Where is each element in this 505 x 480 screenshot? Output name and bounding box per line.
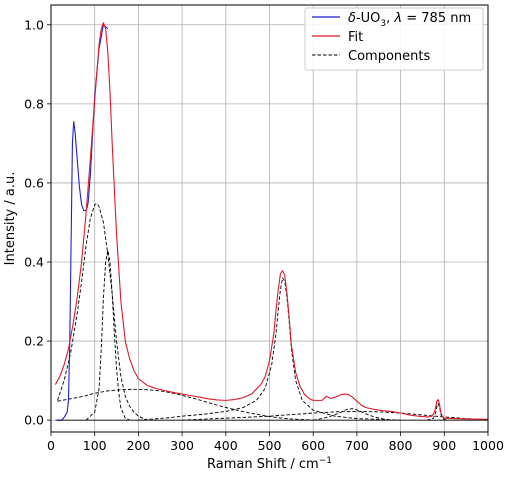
legend-comma: ,	[386, 11, 394, 26]
legend-subscript: 3	[380, 19, 386, 29]
x-axis-label-text: Raman Shift / cm	[207, 457, 319, 472]
legend-box	[304, 7, 484, 71]
series-component-3-line	[57, 388, 314, 421]
legend-label-components: Components	[348, 49, 430, 64]
x-tick-label: 900	[432, 438, 456, 453]
x-axis-label: Raman Shift / cm−1	[207, 456, 332, 472]
x-tick-label: 100	[83, 438, 107, 453]
x-tick-label: 700	[345, 438, 369, 453]
y-tick-label: 0.4	[24, 254, 44, 269]
axis-ticks: 0 100 200 300 400 500 600 700 800 900 1000 0.0 0.2 0.…	[24, 17, 504, 453]
legend-label-data: δ-UO3, λ = 785 nm	[348, 11, 471, 29]
legend-label-fit: Fit	[348, 30, 363, 45]
legend-wavelength: = 785 nm	[402, 11, 471, 26]
y-tick-label: 0.8	[24, 96, 44, 111]
y-tick-label: 0.6	[24, 175, 44, 190]
y-tick-label: 0.0	[24, 413, 44, 428]
x-axis-label-exponent: −1	[319, 456, 332, 466]
legend-uo: -UO	[356, 11, 380, 26]
x-tick-label: 500	[258, 438, 282, 453]
x-tick-label: 300	[170, 438, 194, 453]
series-component-7-line	[426, 403, 447, 421]
x-tick-label: 0	[47, 438, 55, 453]
x-tick-label: 800	[389, 438, 413, 453]
y-tick-label: 1.0	[24, 17, 44, 32]
series-component-4-line	[138, 277, 401, 421]
y-tick-label: 0.2	[24, 334, 44, 349]
x-tick-label: 1000	[472, 438, 504, 453]
series-component-1-line	[57, 203, 148, 421]
x-tick-label: 600	[301, 438, 325, 453]
series-fit-line	[54, 22, 489, 420]
series-layer	[54, 22, 489, 421]
legend-lambda: λ	[393, 11, 402, 26]
legend: δ-UO3, λ = 785 nm Fit Components	[304, 7, 484, 71]
legend-delta: δ	[348, 11, 356, 26]
y-axis-label: Intensity / a.u.	[3, 172, 18, 266]
x-tick-label: 200	[126, 438, 150, 453]
series-component-6-line	[313, 408, 392, 421]
x-tick-label: 400	[214, 438, 238, 453]
